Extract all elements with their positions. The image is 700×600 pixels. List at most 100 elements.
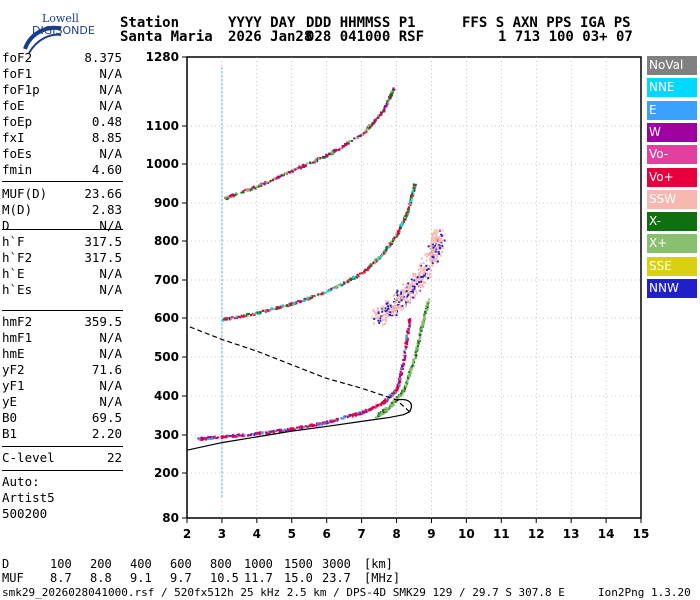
trace-point [225,318,228,321]
trace-point [437,251,440,254]
trace-point [301,164,304,167]
trace-point [238,316,241,319]
trace-point [318,157,321,160]
trace-point [404,348,407,351]
trace-point [413,287,416,290]
trace-point [379,111,382,114]
trace-point [395,310,398,313]
trace-point [418,276,421,279]
trace-point [295,300,298,303]
trace-point [280,304,283,307]
param-name-foes: foEs [2,146,33,161]
y-tick-label: 80 [162,511,179,525]
trace-point [365,268,368,271]
trace-point [413,294,416,297]
trace-point [351,415,354,418]
trace-point [423,316,426,319]
trace-point [431,243,434,246]
trace-point [398,381,401,384]
row_d-cell: 100 [50,557,72,571]
trace-point [299,300,302,303]
trace-point [383,250,386,253]
trace-point [416,280,419,283]
trace-point [314,160,317,163]
trace-point [430,269,433,272]
trace-point [382,403,385,406]
trace-point [394,391,397,394]
trace-point [411,280,414,283]
param-value-hmf2: 359.5 [84,314,122,329]
trace-point [303,299,306,302]
trace-point [280,430,283,433]
trace-point [398,375,401,378]
trace-point [399,230,402,233]
trace-point [318,424,321,427]
trace-point [382,411,385,414]
trace-point [378,115,381,118]
trace-point [274,177,277,180]
trace-point [415,348,418,351]
trace-point [426,304,429,307]
trace-3rd-hop [224,87,396,201]
trace-point [385,102,388,105]
trace-point [302,163,305,166]
trace-point [425,308,428,311]
trace-point [346,142,349,145]
trace-point [400,366,403,369]
trace-point [289,304,292,307]
legend-item-nne: NNE [647,78,697,98]
trace-point [254,432,257,435]
trace-point [373,262,376,265]
trace-point [377,319,380,322]
trace-point [376,116,379,119]
trace-point [252,185,255,188]
trace-point [373,121,376,124]
trace-point [383,109,386,112]
trace-point [420,324,423,327]
trace-point [243,315,246,318]
trace-point [198,437,201,440]
legend-item-w: W [647,122,697,142]
trace-point [331,152,334,155]
trace-point [429,248,432,251]
trace-point [296,426,299,429]
trace-point [290,302,293,305]
trace-point [392,238,395,241]
row_d-cell: 1500 [284,557,313,571]
trace-point [256,431,259,434]
trace-point [424,253,427,256]
trace-point [372,310,375,313]
trace-point [299,427,302,430]
trace-point [287,428,290,431]
trace-point [431,255,434,258]
trace-point [350,139,353,142]
trace-point [413,285,416,288]
trace-point [438,243,441,246]
trace-point [410,199,413,202]
trace-point [431,233,434,236]
trace-point [349,277,352,280]
trace-point [297,166,300,169]
param-name-fof2: foF2 [2,50,33,65]
trace-point [432,236,435,239]
trace-point [229,317,232,320]
trace-point [376,257,379,260]
trace-point [436,229,439,232]
param-value-foes: N/A [99,146,122,161]
trace-point [431,264,434,267]
trace-point [414,282,417,285]
trace-point [384,320,387,323]
trace-point [265,431,268,434]
trace-point [281,174,284,177]
trace-point [347,280,350,283]
trace-point [391,405,394,408]
trace-point [396,310,399,313]
trace-point [391,394,394,397]
trace-point [430,254,433,257]
trace-point [382,399,385,402]
trace-point [228,316,231,319]
trace-point [299,167,302,170]
header-params-label: FFS S AXN PPS IGA PS [462,15,631,31]
trace-point [367,409,370,412]
trace-point [234,193,237,196]
